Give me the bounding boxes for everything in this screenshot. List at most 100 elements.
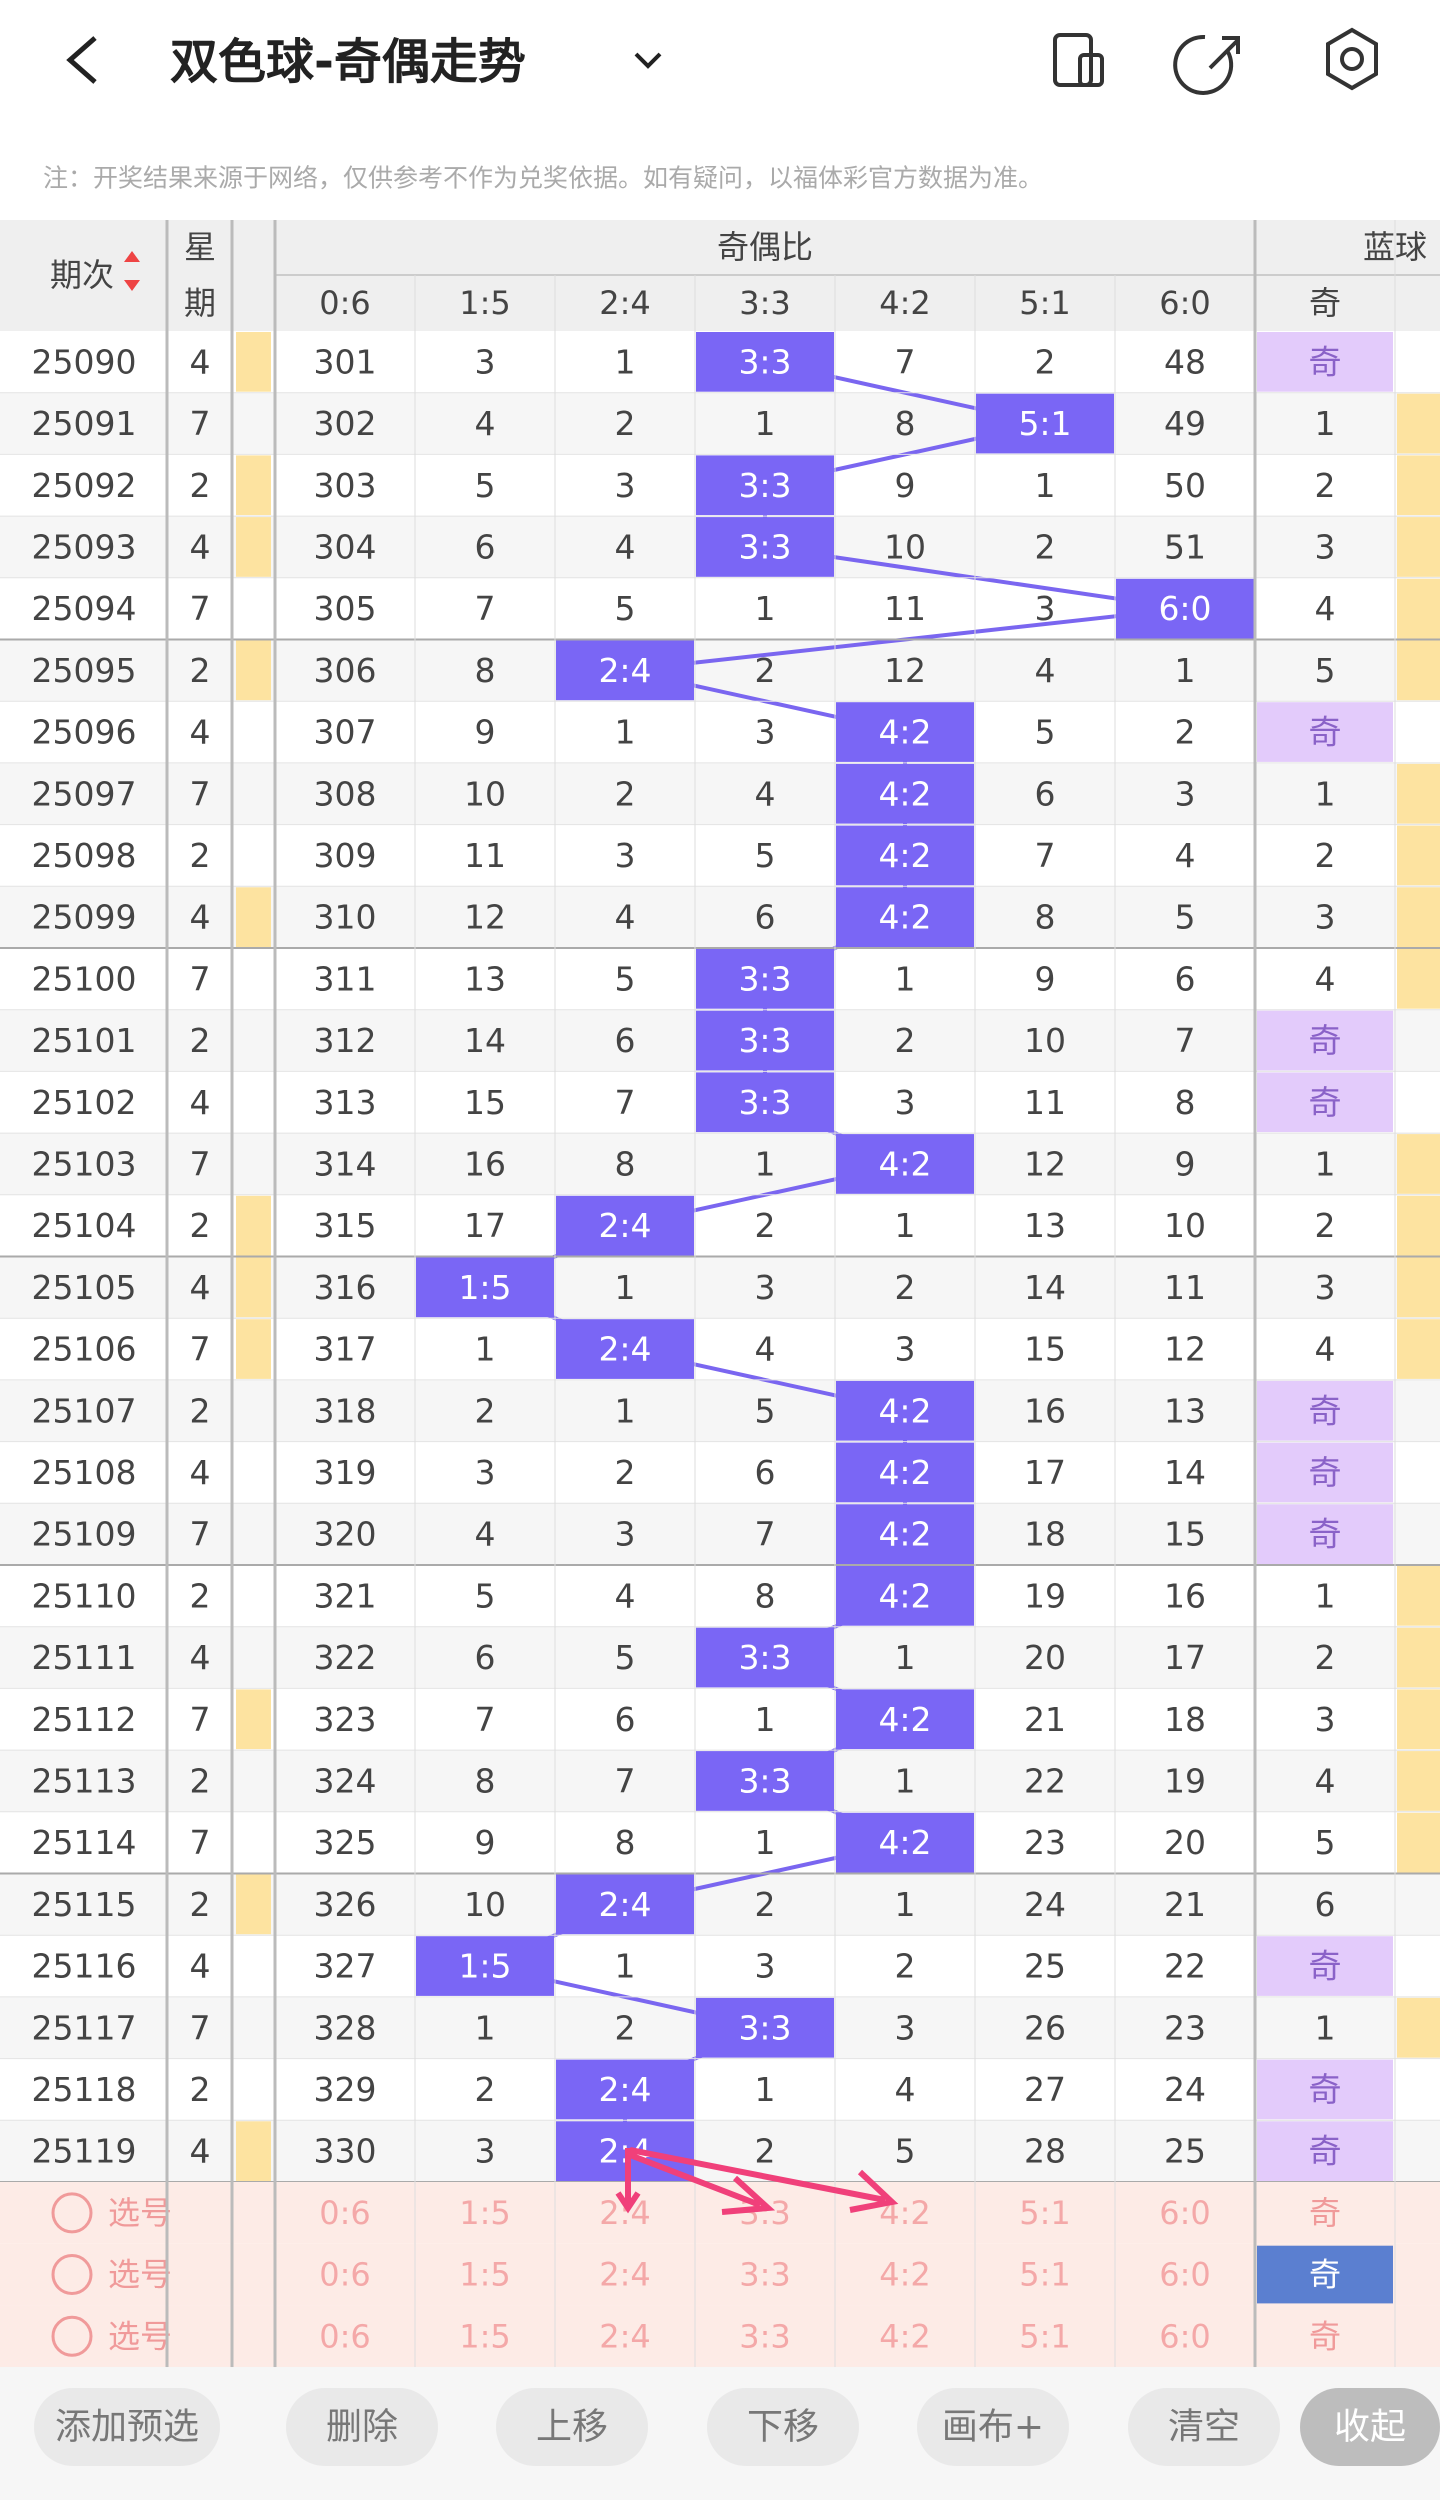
button-label[interactable]: 删除: [326, 2407, 398, 2448]
miss-count: 4: [475, 1515, 496, 1554]
select-option[interactable]: 6:0: [1159, 2194, 1211, 2232]
select-blue[interactable]: 奇: [1309, 2256, 1341, 2294]
blue-cell: 2: [1315, 1638, 1336, 1677]
miss-count: 13: [464, 959, 506, 998]
button-label[interactable]: 收起: [1334, 2407, 1406, 2448]
select-radio[interactable]: [51, 2192, 93, 2234]
select-option[interactable]: 1:5: [459, 2256, 511, 2294]
miss-count: 5: [755, 1391, 776, 1430]
blue-hit: [1257, 1442, 1393, 1503]
icon-share[interactable]: [1173, 34, 1240, 95]
button[interactable]: [286, 2388, 438, 2466]
miss-count: 2: [1035, 527, 1056, 566]
hit-label: 1:5: [458, 1947, 511, 1986]
button[interactable]: [1300, 2388, 1440, 2466]
button[interactable]: [917, 2388, 1069, 2466]
issue: 25117: [32, 2008, 137, 2047]
button-label[interactable]: 下移: [747, 2407, 819, 2448]
weekday: 2: [190, 1391, 211, 1430]
button[interactable]: [1128, 2388, 1280, 2466]
icon-layout[interactable]: [1053, 33, 1104, 87]
select-option[interactable]: 0:6: [319, 2194, 371, 2232]
select-option[interactable]: 5:1: [1019, 2256, 1071, 2294]
select-radio[interactable]: [51, 2254, 93, 2296]
select-option[interactable]: 4:2: [879, 2256, 931, 2294]
row-bg: [0, 2120, 1440, 2182]
ratio-header: 0:6: [319, 284, 371, 322]
select-option[interactable]: 5:1: [1019, 2317, 1071, 2355]
miss-count: 9: [1035, 959, 1056, 998]
miss-count: 5: [1175, 898, 1196, 937]
button[interactable]: [496, 2388, 648, 2466]
button-label[interactable]: 上移: [536, 2407, 608, 2448]
button[interactable]: [34, 2388, 220, 2466]
button-label[interactable]: 画布+: [942, 2407, 1044, 2448]
miss-count: 50: [1164, 466, 1206, 505]
miss-count: 1: [1175, 651, 1196, 690]
miss-count: 14: [1164, 1453, 1206, 1492]
miss-count: 2: [615, 774, 636, 813]
select-option[interactable]: 5:1: [1019, 2194, 1071, 2232]
select-option[interactable]: 1:5: [459, 2194, 511, 2232]
select-option[interactable]: 0:6: [319, 2256, 371, 2294]
back-button[interactable]: [66, 36, 97, 84]
miss-count: 48: [1164, 342, 1206, 381]
issue: 25100: [32, 959, 137, 998]
blue-cell: 奇: [1309, 1391, 1342, 1430]
issue: 25097: [32, 774, 137, 813]
select-option[interactable]: 3:3: [739, 2256, 791, 2294]
issue: 25111: [32, 1638, 137, 1677]
select-option[interactable]: 3:3: [739, 2317, 791, 2355]
hit-cell: [1116, 578, 1254, 639]
blue-hit: [1257, 2121, 1393, 2181]
button[interactable]: [707, 2388, 859, 2466]
hit-label: 4:2: [878, 1576, 931, 1615]
select-radio[interactable]: [51, 2315, 93, 2357]
blue-cell: 1: [1315, 774, 1336, 813]
hit-label: 3:3: [738, 1638, 791, 1677]
miss-count: 311: [314, 959, 377, 998]
hit-label: 3:3: [738, 1021, 791, 1060]
icon-settings[interactable]: [1326, 27, 1378, 91]
hit-cell: [696, 1010, 834, 1071]
select-label[interactable]: 选号: [108, 2256, 172, 2294]
miss-count: 4: [615, 527, 636, 566]
select-blue[interactable]: 奇: [1309, 2317, 1341, 2355]
select-option[interactable]: 2:4: [599, 2317, 651, 2355]
select-option[interactable]: 1:5: [459, 2317, 511, 2355]
select-option[interactable]: 4:2: [879, 2317, 931, 2355]
select-label[interactable]: 选号: [108, 2317, 172, 2355]
hit-label: 4:2: [878, 1823, 931, 1862]
weekday: 4: [190, 1083, 211, 1122]
sort-icon[interactable]: [124, 251, 140, 291]
hit-label: 4:2: [878, 836, 931, 875]
select-option[interactable]: 2:4: [599, 2256, 651, 2294]
miss-count: 1: [615, 1391, 636, 1430]
miss-count: 4: [895, 2070, 916, 2109]
select-option[interactable]: 6:0: [1159, 2256, 1211, 2294]
issue: 25114: [32, 1823, 137, 1862]
weekday: 2: [190, 2070, 211, 2109]
issue: 25092: [32, 466, 137, 505]
select-option[interactable]: 0:6: [319, 2317, 371, 2355]
miss-count: 8: [615, 1823, 636, 1862]
dropdown[interactable]: [634, 52, 662, 69]
hit-cell: [696, 332, 834, 392]
button-label[interactable]: 清空: [1168, 2407, 1240, 2448]
select-option[interactable]: 6:0: [1159, 2317, 1211, 2355]
blue-cell: 2: [1315, 1206, 1336, 1245]
miss-count: 304: [314, 527, 377, 566]
select-blue[interactable]: 奇: [1309, 2194, 1341, 2232]
miss-count: 18: [1024, 1515, 1066, 1554]
marker: [1397, 1812, 1440, 1873]
button-label[interactable]: 添加预选: [55, 2407, 199, 2448]
marker: [1397, 640, 1440, 701]
marker: [1397, 1566, 1440, 1626]
select-label[interactable]: 选号: [108, 2194, 172, 2232]
blue-cell: 奇: [1309, 342, 1342, 381]
miss-count: 313: [314, 1083, 377, 1122]
hit-cell: [696, 1751, 834, 1811]
miss-count: 7: [615, 1761, 636, 1800]
hit-label: 3:3: [738, 527, 791, 566]
